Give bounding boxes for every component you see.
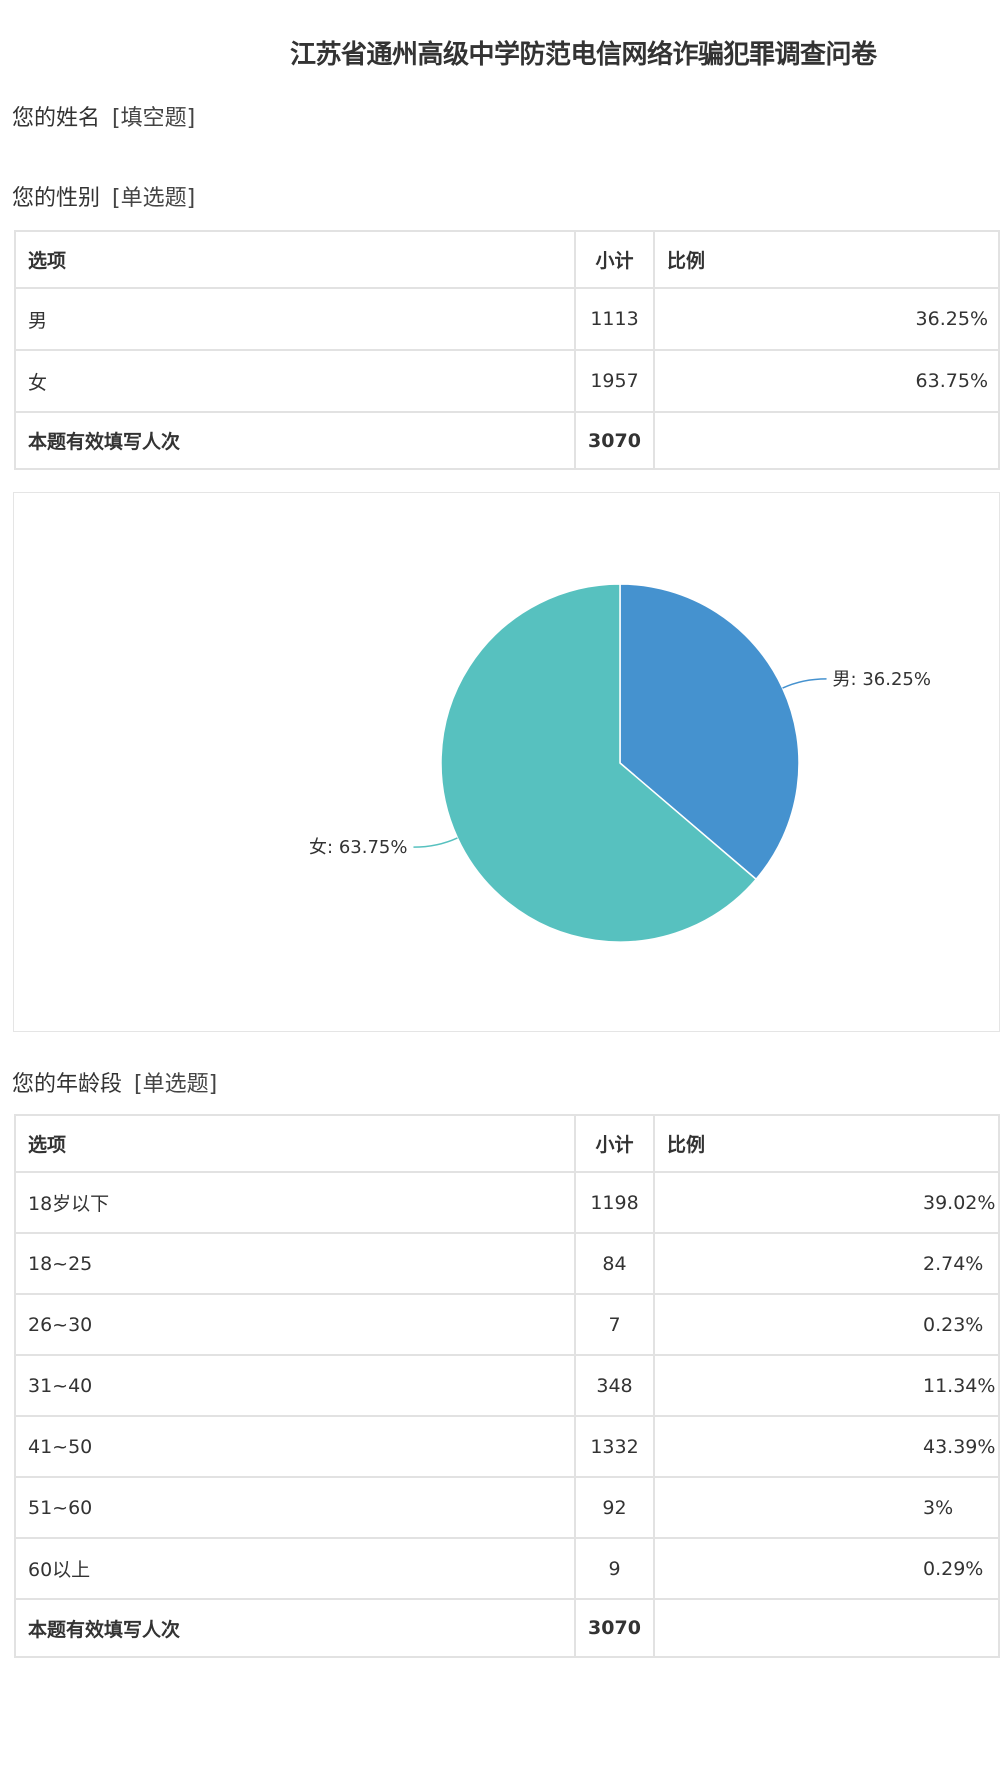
pct-text: 36.25%: [915, 308, 988, 330]
total-empty: [653, 1598, 1000, 1658]
count-cell: 92: [574, 1476, 655, 1539]
table-row: 男 1113 36.25%: [14, 287, 1000, 351]
option-cell: 51~60: [14, 1476, 576, 1539]
page-title: 江苏省通州高级中学防范电信网络诈骗犯罪调查问卷: [290, 40, 877, 70]
age-table: 选项 小计 比例 18岁以下 1198 39.02% 18~25 84 2.74%…: [14, 1114, 1000, 1658]
pie-label-1: 女: 63.75%: [309, 837, 407, 858]
count-cell: 1957: [574, 349, 655, 413]
total-label: 本题有效填写人次: [14, 1598, 576, 1658]
total-count: 3070: [574, 411, 655, 470]
header-option: 选项: [14, 230, 576, 289]
header-count: 小计: [574, 230, 655, 289]
header-pct: 比例: [653, 230, 1000, 289]
count-cell: 1332: [574, 1415, 655, 1478]
count-cell: 9: [574, 1537, 655, 1600]
question-age: 您的年龄段 [单选题]: [12, 1066, 217, 1098]
question-label: 您的姓名: [12, 106, 101, 131]
pct-text: 0.23%: [923, 1313, 984, 1336]
pct-cell: 39.02%: [653, 1171, 1000, 1234]
pie-label-line-1: [413, 837, 458, 848]
pie-slice-1[interactable]: [440, 583, 758, 943]
count-cell: 1198: [574, 1171, 655, 1234]
pct-cell: 36.25%: [653, 287, 1000, 351]
header-option: 选项: [14, 1114, 576, 1173]
option-cell: 18~25: [14, 1232, 576, 1295]
question-type: [单选题]: [134, 1072, 218, 1097]
option-cell: 26~30: [14, 1293, 576, 1356]
header-pct: 比例: [653, 1114, 1000, 1173]
question-gender: 您的性别 [单选题]: [12, 180, 195, 212]
table-row: 18岁以下 1198 39.02%: [14, 1171, 1000, 1234]
table-row: 26~30 7 0.23%: [14, 1293, 1000, 1356]
total-label: 本题有效填写人次: [14, 411, 576, 470]
count-cell: 348: [574, 1354, 655, 1417]
count-cell: 1113: [574, 287, 655, 351]
table-row: 女 1957 63.75%: [14, 349, 1000, 413]
total-empty: [653, 411, 1000, 470]
table-row: 18~25 84 2.74%: [14, 1232, 1000, 1295]
option-cell: 41~50: [14, 1415, 576, 1478]
pct-text: 0.29%: [923, 1557, 984, 1580]
option-cell: 60以上: [14, 1537, 576, 1600]
pct-cell: 3%: [653, 1476, 1000, 1539]
pct-text: 2.74%: [923, 1252, 984, 1275]
pct-text: 63.75%: [915, 370, 988, 392]
pct-cell: 0.23%: [653, 1293, 1000, 1356]
table-total-row: 本题有效填写人次 3070: [14, 1598, 1000, 1658]
option-cell: 18岁以下: [14, 1171, 576, 1234]
gender-table: 选项 小计 比例 男 1113 36.25% 女 1957 63.75% 本题有…: [14, 230, 1000, 470]
pie-label-line-0: [782, 678, 827, 689]
pct-text: 39.02%: [923, 1191, 996, 1214]
pct-cell: 43.39%: [653, 1415, 1000, 1478]
header-count: 小计: [574, 1114, 655, 1173]
total-count: 3070: [574, 1598, 655, 1658]
table-row: 31~40 348 11.34%: [14, 1354, 1000, 1417]
gender-pie-chart: 男: 36.25% 女: 63.75%: [13, 492, 1000, 1032]
option-cell: 女: [14, 349, 576, 413]
table-row: 51~60 92 3%: [14, 1476, 1000, 1539]
option-cell: 男: [14, 287, 576, 351]
pct-cell: 0.29%: [653, 1537, 1000, 1600]
pct-text: 3%: [923, 1496, 954, 1519]
pie-slice-0[interactable]: [619, 583, 800, 881]
question-label: 您的性别: [12, 186, 101, 211]
pie-svg: 男: 36.25% 女: 63.75%: [309, 583, 931, 943]
table-header: 选项 小计 比例: [14, 230, 1000, 289]
question-type: [单选题]: [112, 186, 196, 211]
pct-cell: 63.75%: [653, 349, 1000, 413]
pct-cell: 11.34%: [653, 1354, 1000, 1417]
question-type: [填空题]: [112, 106, 196, 131]
option-cell: 31~40: [14, 1354, 576, 1417]
count-cell: 7: [574, 1293, 655, 1356]
count-cell: 84: [574, 1232, 655, 1295]
table-row: 60以上 9 0.29%: [14, 1537, 1000, 1600]
pie-label-0: 男: 36.25%: [833, 669, 931, 690]
pct-text: 43.39%: [923, 1435, 996, 1458]
table-header: 选项 小计 比例: [14, 1114, 1000, 1173]
question-name: 您的姓名 [填空题]: [12, 100, 195, 132]
pct-cell: 2.74%: [653, 1232, 1000, 1295]
question-label: 您的年龄段: [12, 1072, 123, 1097]
pct-text: 11.34%: [923, 1374, 996, 1397]
table-row: 41~50 1332 43.39%: [14, 1415, 1000, 1478]
table-total-row: 本题有效填写人次 3070: [14, 411, 1000, 470]
